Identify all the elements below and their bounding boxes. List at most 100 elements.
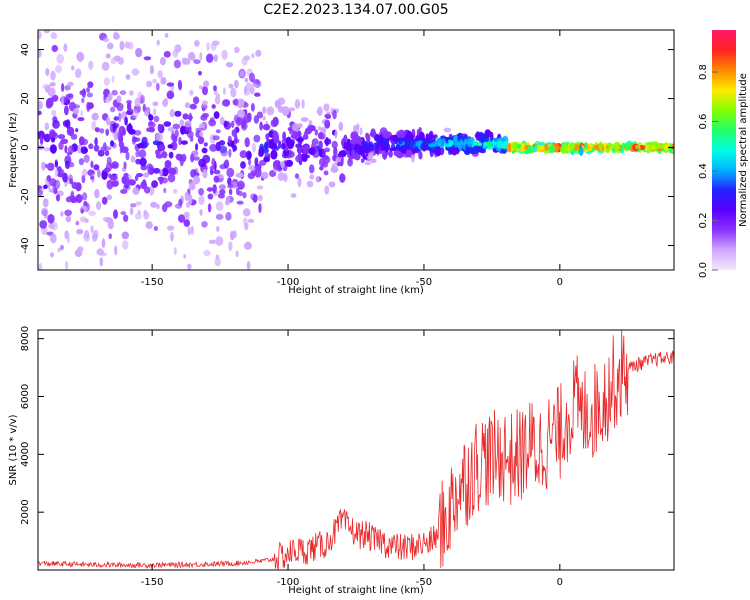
heatmap-cell <box>38 49 42 58</box>
heatmap-cell <box>404 149 413 157</box>
heatmap-cell <box>314 129 319 136</box>
heatmap-cell <box>183 254 187 259</box>
heatmap-cell <box>107 93 113 101</box>
heatmap-cell <box>251 82 258 88</box>
heatmap-cell <box>262 106 267 114</box>
heatmap-cell <box>221 49 228 60</box>
heatmap-cell <box>38 130 45 140</box>
heatmap-cell <box>75 182 82 192</box>
heatmap-cell <box>155 133 163 142</box>
heatmap-cell <box>428 145 436 153</box>
heatmap-cell <box>90 175 94 180</box>
heatmap-cell <box>161 151 168 159</box>
heatmap-cell <box>123 161 127 170</box>
heatmap-cell <box>135 201 142 206</box>
heatmap-cell <box>290 193 297 199</box>
heatmap-cell <box>113 32 120 40</box>
heatmap-cell <box>117 57 124 65</box>
heatmap-cell <box>411 153 415 163</box>
heatmap-cell <box>51 94 59 102</box>
heatmap-marks <box>38 30 674 270</box>
heatmap-cell <box>111 89 118 96</box>
heatmap-cell <box>209 168 214 176</box>
heatmap-cell <box>230 230 235 241</box>
heatmap-cell <box>155 82 160 92</box>
heatmap-cell <box>319 166 324 171</box>
heatmap-cell <box>189 89 194 96</box>
heatmap-cell <box>206 42 210 51</box>
heatmap-cell <box>111 180 119 187</box>
heatmap-cell <box>100 146 104 156</box>
heatmap-cell <box>258 203 262 214</box>
heatmap-cell <box>230 140 235 149</box>
heatmap-cell <box>235 172 244 178</box>
heatmap-cell <box>138 149 147 159</box>
heatmap-cell <box>140 181 147 190</box>
heatmap-cell <box>482 141 487 148</box>
heatmap-y-ticks: -40 -20 0 20 40 <box>20 43 674 254</box>
heatmap-cell <box>226 62 233 68</box>
colorbar-tick-label: 0.0 <box>698 262 709 278</box>
heatmap-cell <box>137 209 141 215</box>
heatmap-cell <box>65 119 71 129</box>
heatmap-cell <box>225 211 232 221</box>
heatmap-cell <box>211 158 216 167</box>
heatmap-cell <box>459 138 463 145</box>
heatmap-cell <box>166 82 175 87</box>
heatmap-cell <box>300 117 309 122</box>
heatmap-cell <box>174 110 182 117</box>
heatmap-cell <box>237 180 245 190</box>
heatmap-x-label: Height of straight line (km) <box>288 285 424 296</box>
heatmap-cell <box>51 110 57 117</box>
heatmap-cell <box>315 176 320 183</box>
heatmap-cell <box>257 194 263 202</box>
heatmap-cell <box>50 32 57 40</box>
heatmap-cell <box>143 172 150 178</box>
heatmap-cell <box>212 135 220 141</box>
heatmap-cell <box>323 170 329 176</box>
heatmap-cell <box>564 144 569 153</box>
x-tick-label: -50 <box>416 277 432 288</box>
heatmap-cell <box>106 42 114 50</box>
heatmap-cell <box>105 150 110 157</box>
heatmap-cell <box>283 148 290 157</box>
heatmap-cell <box>170 141 178 151</box>
heatmap-cell <box>242 208 251 217</box>
heatmap-cell <box>244 222 249 231</box>
heatmap-cell <box>76 51 85 62</box>
heatmap-cell <box>50 221 58 231</box>
heatmap-cell <box>61 95 65 106</box>
heatmap-cell <box>139 157 147 167</box>
heatmap-cell <box>252 194 258 203</box>
heatmap-cell <box>90 160 94 168</box>
heatmap-cell <box>343 141 347 150</box>
heatmap-cell <box>161 177 168 184</box>
heatmap-cell <box>215 129 221 134</box>
heatmap-cell <box>217 193 225 199</box>
heatmap-cell <box>195 127 203 132</box>
heatmap-cell <box>283 173 288 183</box>
heatmap-cell <box>43 147 51 152</box>
heatmap-cell <box>77 117 85 122</box>
heatmap-cell <box>228 83 234 89</box>
heatmap-cell <box>277 105 285 113</box>
heatmap-cell <box>233 46 240 54</box>
heatmap-cell <box>54 160 59 168</box>
heatmap-cell <box>70 197 78 203</box>
heatmap-cell <box>203 250 211 257</box>
heatmap-cell <box>173 188 178 194</box>
heatmap-cell <box>53 188 58 195</box>
heatmap-cell <box>262 123 271 131</box>
heatmap-cell <box>507 142 512 153</box>
heatmap-cell <box>173 59 181 69</box>
heatmap-cell <box>280 161 285 169</box>
heatmap-cell <box>302 134 309 140</box>
heatmap-cell <box>51 44 59 53</box>
heatmap-cell <box>198 71 202 76</box>
heatmap-cell <box>214 257 221 267</box>
heatmap-cell <box>328 181 336 188</box>
heatmap-cell <box>46 175 51 182</box>
heatmap-cell <box>101 238 106 249</box>
heatmap-cell <box>370 128 376 138</box>
